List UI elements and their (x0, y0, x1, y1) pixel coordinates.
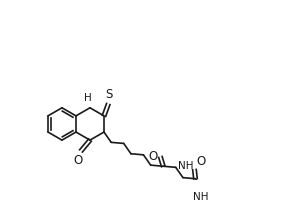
Text: NH: NH (178, 161, 194, 171)
Text: O: O (74, 154, 83, 167)
Text: O: O (148, 150, 158, 163)
Text: S: S (106, 88, 113, 101)
Text: H: H (84, 93, 92, 103)
Text: O: O (196, 155, 206, 168)
Text: NH: NH (193, 192, 208, 200)
